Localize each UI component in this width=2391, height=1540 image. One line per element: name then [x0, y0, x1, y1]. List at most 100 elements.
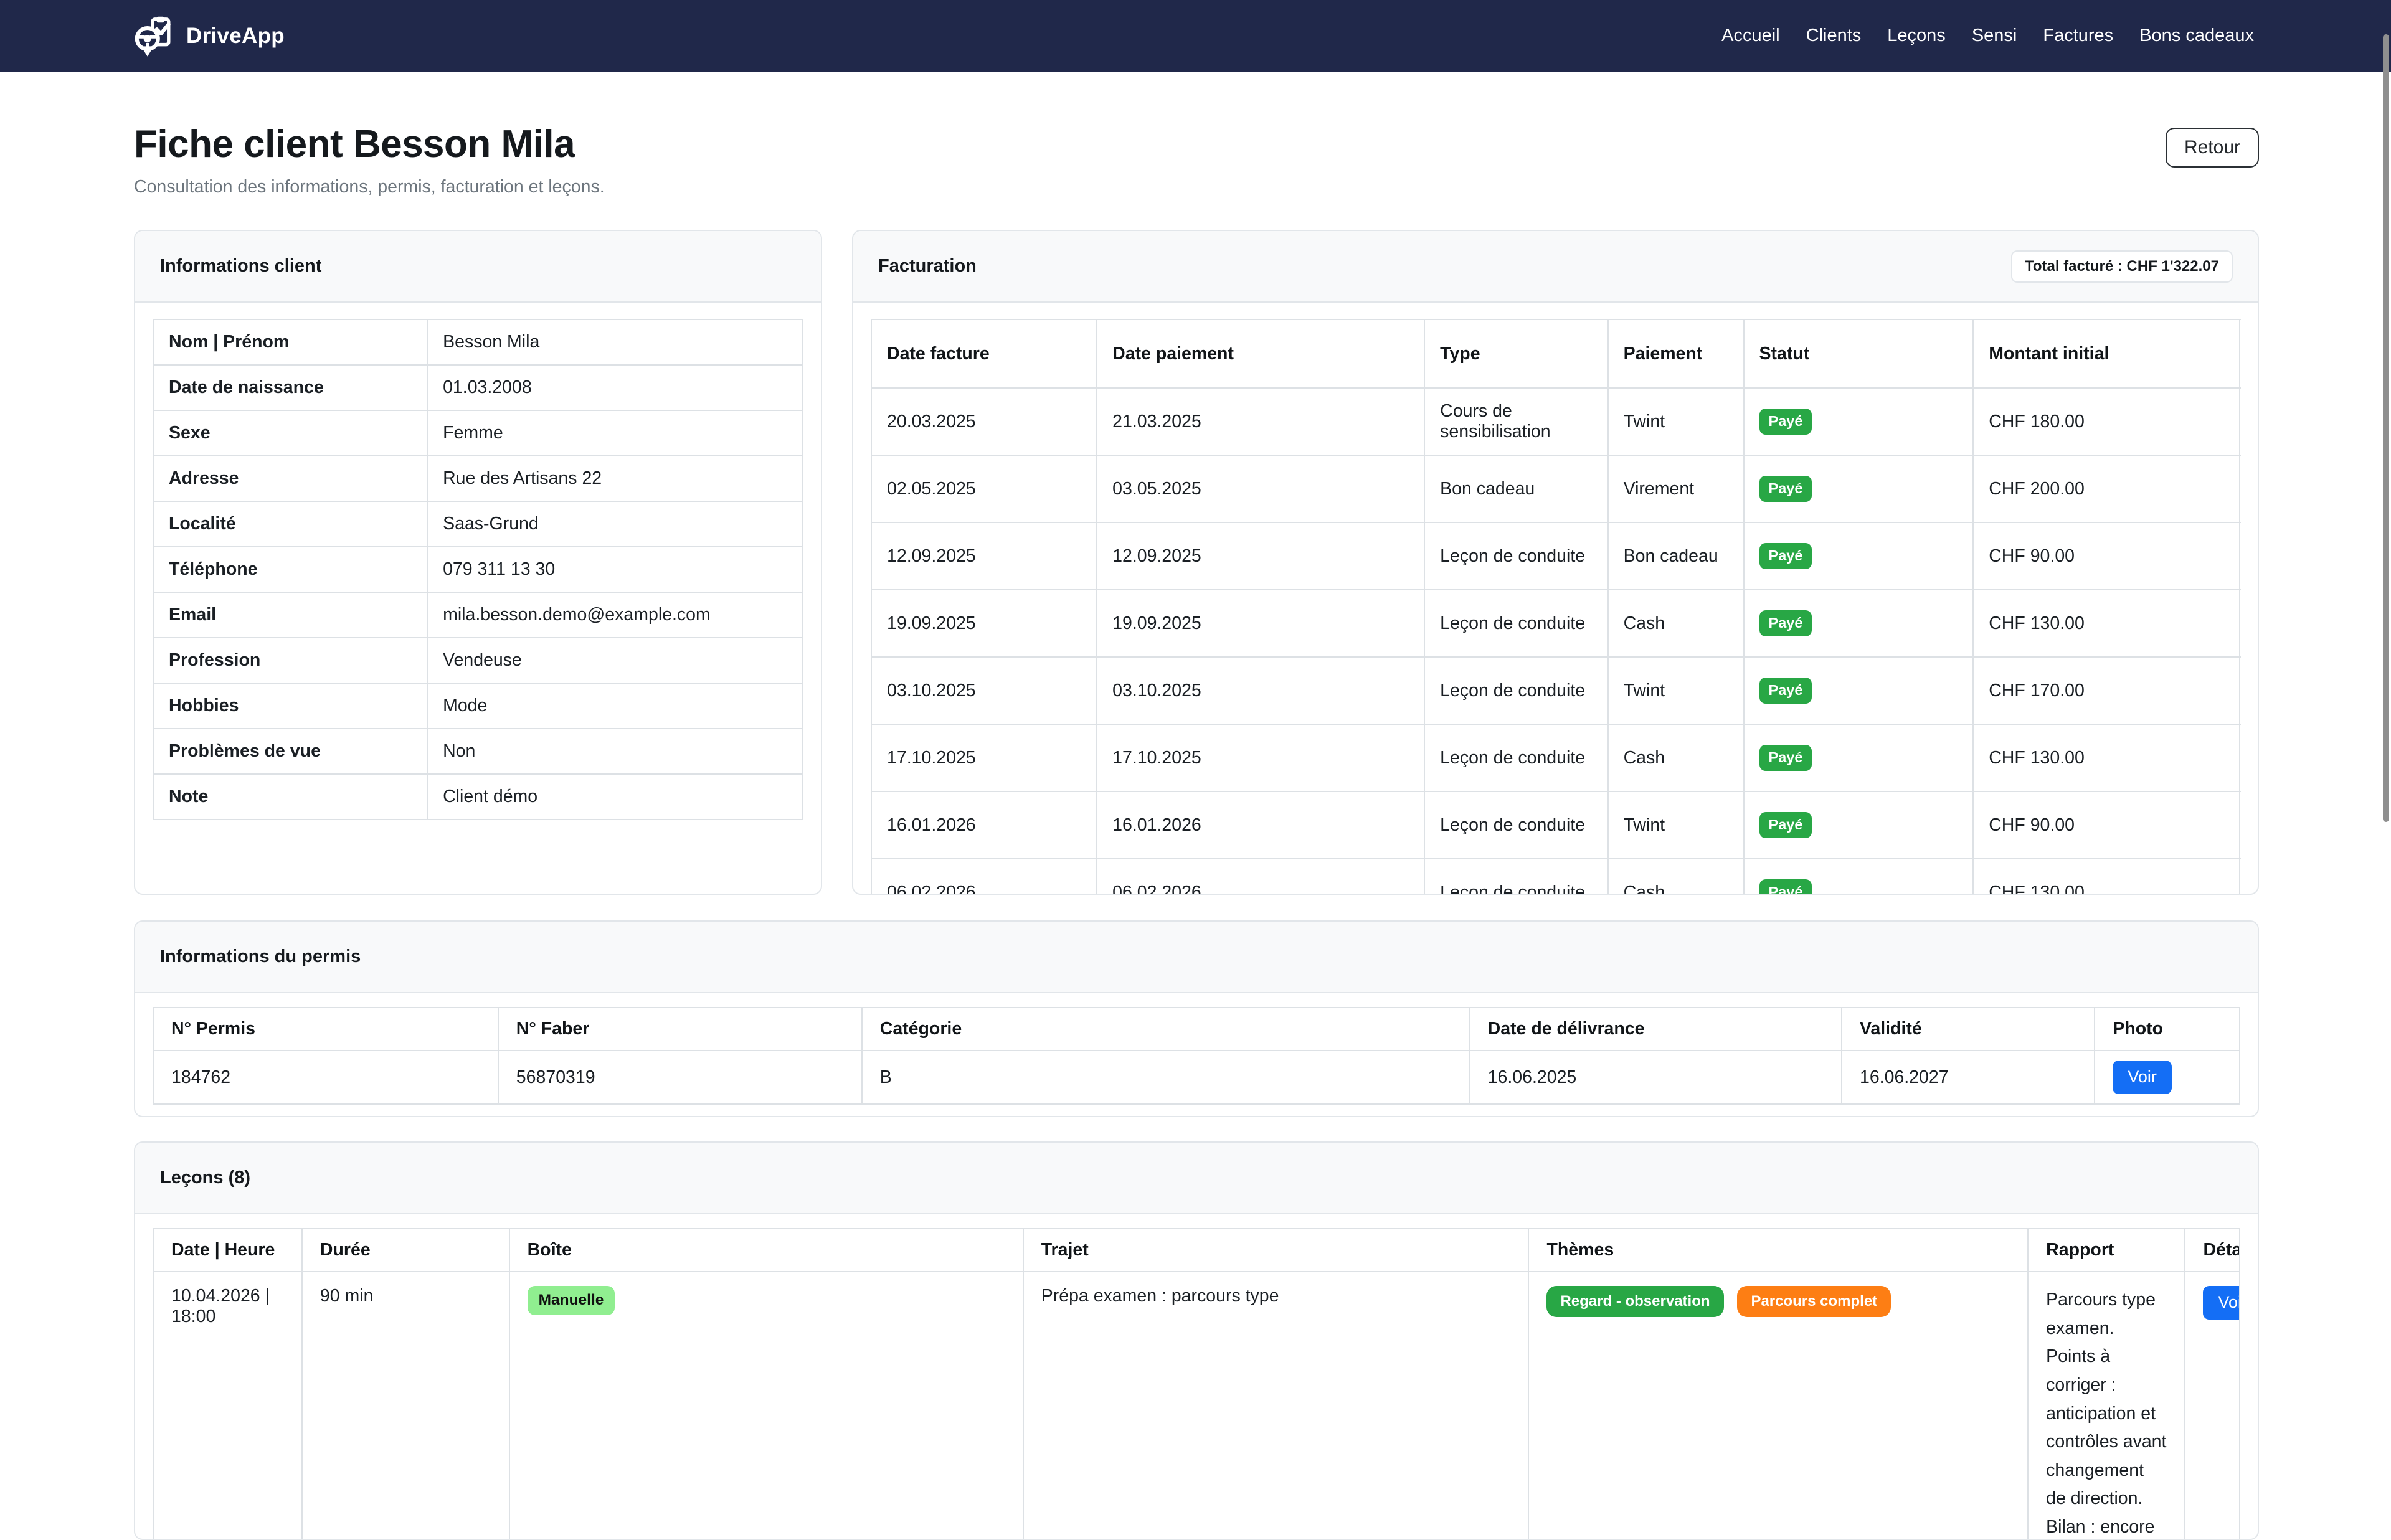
paid-status-badge: Payé [1759, 678, 1812, 704]
billing-payment-date: 16.01.2026 [1097, 791, 1424, 859]
billing-type: Leçon de conduite [1424, 859, 1607, 895]
faber-number: 56870319 [498, 1051, 862, 1104]
billing-payment-date: 12.09.2025 [1097, 522, 1424, 590]
client-field-label: Profession [153, 638, 427, 683]
billing-payment-date: 06.02.2026 [1097, 859, 1424, 895]
lesson-details-cell: Voir [2185, 1272, 2240, 1540]
top-cards-row: Informations client Nom | Prénom Besson … [134, 230, 2259, 895]
client-field-label: Sexe [153, 410, 427, 456]
lessons-table: Date | Heure Durée Boîte Trajet Thèmes R… [153, 1228, 2240, 1540]
billing-payment-date: 03.10.2025 [1097, 657, 1424, 724]
billing-row: 19.09.2025 19.09.2025 Leçon de conduite … [871, 590, 2240, 657]
vertical-scrollbar-thumb[interactable] [2383, 34, 2389, 822]
client-field-value: 01.03.2008 [427, 365, 803, 410]
billing-row: 06.02.2026 06.02.2026 Leçon de conduite … [871, 859, 2240, 895]
permit-card-body: N° Permis N° Faber Catégorie Date de dél… [135, 993, 2258, 1117]
nav-item[interactable]: Leçons [1887, 26, 1946, 46]
billing-type: Leçon de conduite [1424, 791, 1607, 859]
billing-row: 03.10.2025 03.10.2025 Leçon de conduite … [871, 657, 2240, 724]
billing-status-cell: Payé [1744, 859, 1974, 895]
client-info-title: Informations client [160, 256, 321, 276]
page-title: Fiche client Besson Mila [134, 121, 605, 167]
brand-link[interactable]: DriveApp [134, 15, 285, 57]
client-info-card-body: Nom | Prénom Besson Mila Date de naissan… [135, 303, 821, 894]
client-field-value: Besson Mila [427, 319, 803, 365]
gearbox-badge: Manuelle [528, 1286, 615, 1315]
lesson-duration: 90 min [302, 1272, 509, 1540]
lessons-column-header: Durée [302, 1229, 509, 1272]
paid-status-badge: Payé [1759, 610, 1812, 636]
permit-column-header: Photo [2095, 1008, 2240, 1051]
billing-invoice-date: 02.05.2025 [871, 455, 1097, 522]
client-field-label: Hobbies [153, 683, 427, 729]
billing-status-cell: Payé [1744, 388, 1974, 455]
nav-item[interactable]: Clients [1806, 26, 1862, 46]
billing-invoice-date: 16.01.2026 [871, 791, 1097, 859]
client-field-value: Vendeuse [427, 638, 803, 683]
client-field-label: Téléphone [153, 547, 427, 592]
view-details-button[interactable]: Voir [2203, 1286, 2240, 1320]
page-header: Fiche client Besson Mila Consultation de… [134, 121, 2259, 197]
client-info-row: Date de naissance 01.03.2008 [153, 365, 803, 410]
billing-type: Cours de sensibilisation [1424, 388, 1607, 455]
permit-title: Informations du permis [160, 947, 361, 967]
lessons-card: Leçons (8) Date | Heure Durée Boîte Traj… [134, 1141, 2259, 1540]
driveapp-logo-icon [134, 15, 176, 57]
billing-card: Facturation Total facturé : CHF 1'322.07… [852, 230, 2259, 895]
billing-column-header: Date paiement [1097, 319, 1424, 388]
billing-column-header: Paiement [1608, 319, 1744, 388]
billing-initial-amount: CHF 130.00 [1973, 590, 2240, 657]
client-info-card: Informations client Nom | Prénom Besson … [134, 230, 822, 895]
client-field-label: Problèmes de vue [153, 729, 427, 774]
nav-item[interactable]: Bons cadeaux [2139, 26, 2254, 46]
permit-table: N° Permis N° Faber Catégorie Date de dél… [153, 1007, 2240, 1105]
client-info-card-header: Informations client [135, 231, 821, 303]
client-field-value: Non [427, 729, 803, 774]
billing-column-header: Statut [1744, 319, 1974, 388]
paid-status-badge: Payé [1759, 543, 1812, 569]
paid-status-badge: Payé [1759, 812, 1812, 838]
permit-card-header: Informations du permis [135, 922, 2258, 993]
client-info-row: Sexe Femme [153, 410, 803, 456]
billing-initial-amount: CHF 90.00 [1973, 791, 2240, 859]
client-field-value: Rue des Artisans 22 [427, 456, 803, 501]
billing-type: Leçon de conduite [1424, 724, 1607, 791]
billing-column-header: Montant initial [1973, 319, 2240, 388]
client-field-value: Femme [427, 410, 803, 456]
billing-payment-date: 17.10.2025 [1097, 724, 1424, 791]
billing-invoice-date: 19.09.2025 [871, 590, 1097, 657]
billing-status-cell: Payé [1744, 590, 1974, 657]
billing-payment-date: 03.05.2025 [1097, 455, 1424, 522]
billing-row: 16.01.2026 16.01.2026 Leçon de conduite … [871, 791, 2240, 859]
billing-payment-date: 21.03.2025 [1097, 388, 1424, 455]
lessons-column-header: Date | Heure [153, 1229, 302, 1272]
client-info-row: Adresse Rue des Artisans 22 [153, 456, 803, 501]
permit-column-header: N° Permis [153, 1008, 498, 1051]
nav-item[interactable]: Sensi [1972, 26, 2017, 46]
permit-validity-date: 16.06.2027 [1842, 1051, 2095, 1104]
billing-type: Bon cadeau [1424, 455, 1607, 522]
back-button[interactable]: Retour [2166, 128, 2259, 168]
billing-row: 12.09.2025 12.09.2025 Leçon de conduite … [871, 522, 2240, 590]
billing-status-cell: Payé [1744, 657, 1974, 724]
permit-issue-date: 16.06.2025 [1470, 1051, 1842, 1104]
client-field-label: Nom | Prénom [153, 319, 427, 365]
lessons-column-header: Thèmes [1528, 1229, 2028, 1272]
billing-title: Facturation [878, 256, 977, 276]
permit-photo-cell: Voir [2095, 1051, 2240, 1104]
billing-status-cell: Payé [1744, 791, 1974, 859]
lessons-column-header: Trajet [1023, 1229, 1529, 1272]
client-info-row: Téléphone 079 311 13 30 [153, 547, 803, 592]
billing-payment-method: Twint [1608, 388, 1744, 455]
nav-item[interactable]: Accueil [1721, 26, 1780, 46]
lessons-column-header: Détails [2185, 1229, 2240, 1272]
client-info-row: Email mila.besson.demo@example.com [153, 592, 803, 638]
permit-card: Informations du permis N° Permis N° Fabe… [134, 920, 2259, 1117]
billing-payment-method: Bon cadeau [1608, 522, 1744, 590]
view-photo-button[interactable]: Voir [2113, 1061, 2172, 1094]
client-info-row: Hobbies Mode [153, 683, 803, 729]
nav-item[interactable]: Factures [2043, 26, 2113, 46]
billing-card-header: Facturation Total facturé : CHF 1'322.07 [853, 231, 2258, 303]
billing-payment-method: Twint [1608, 657, 1744, 724]
client-info-table: Nom | Prénom Besson Mila Date de naissan… [153, 319, 803, 820]
